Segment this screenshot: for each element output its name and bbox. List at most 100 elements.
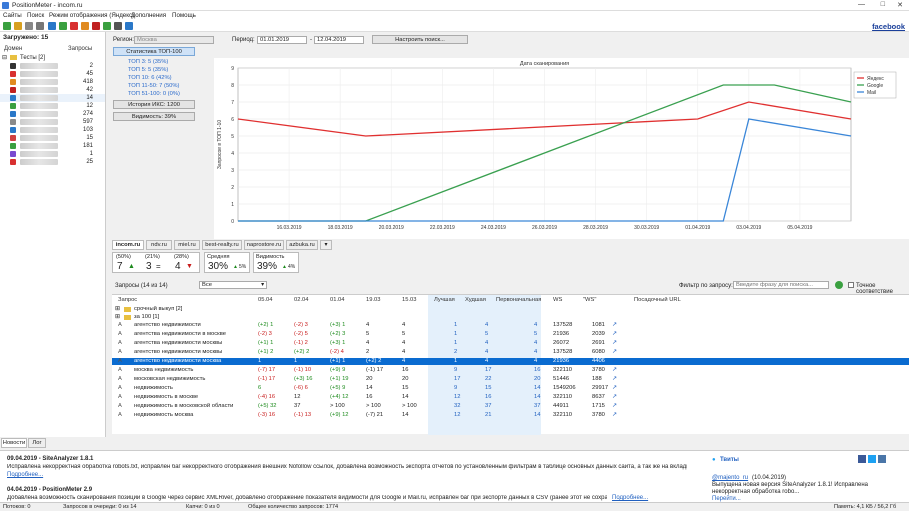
landing-link-icon[interactable]: ↗: [612, 403, 617, 409]
tab-log[interactable]: Лог: [28, 438, 46, 448]
col-ws[interactable]: WS: [553, 297, 563, 303]
refresh-icon[interactable]: [48, 22, 56, 30]
site-row[interactable]: 1: [0, 150, 105, 158]
group-row[interactable]: ⊞ срочный выкуп [2]: [112, 306, 909, 313]
add-site-icon[interactable]: [3, 22, 11, 30]
close-icon[interactable]: ✕: [897, 2, 903, 9]
site-row[interactable]: 2: [0, 62, 105, 70]
landing-link-icon[interactable]: ↗: [612, 367, 617, 373]
tab-miel[interactable]: miel.ru: [174, 240, 200, 250]
query-filter-input[interactable]: [733, 281, 829, 289]
site-row[interactable]: 14: [0, 94, 105, 102]
tweet-handle[interactable]: @majento_ru: [712, 475, 749, 481]
exact-checkbox[interactable]: [848, 282, 854, 288]
tab-naprostore[interactable]: naprostore.ru: [244, 240, 284, 250]
query-filter-select[interactable]: Все ▾: [199, 281, 267, 289]
setup-search-button[interactable]: Настроить поиск...: [372, 35, 468, 44]
site-row[interactable]: 45: [0, 70, 105, 78]
facebook-link[interactable]: facebook: [872, 22, 905, 31]
site-row[interactable]: 103: [0, 126, 105, 134]
twitter-share-icon[interactable]: [868, 455, 876, 463]
tweet-more[interactable]: Перейти...: [712, 496, 741, 502]
google-icon[interactable]: [59, 22, 67, 30]
tab-best-realty[interactable]: best-realty.ru: [202, 240, 242, 250]
tab-ndv[interactable]: ndv.ru: [146, 240, 172, 250]
expand-icon[interactable]: ⊞: [115, 306, 120, 312]
more-tabs-button[interactable]: ▾: [320, 240, 332, 250]
landing-link-icon[interactable]: ↗: [612, 394, 617, 400]
edit-icon[interactable]: [14, 22, 22, 30]
tools-icon[interactable]: [36, 22, 44, 30]
landing-link-icon[interactable]: ↗: [612, 340, 617, 346]
menu-search[interactable]: Поиск: [27, 12, 45, 19]
menu-view-mode[interactable]: Режим отображения (Яндекс): [49, 12, 135, 19]
col-1503[interactable]: 15.03: [402, 297, 417, 303]
settings-icon[interactable]: [114, 22, 122, 30]
site-row[interactable]: 181: [0, 142, 105, 150]
landing-link-icon[interactable]: ↗: [612, 331, 617, 337]
tab-incom[interactable]: incom.ru: [112, 240, 144, 250]
expand-icon[interactable]: ⊟: [2, 55, 8, 61]
site-row[interactable]: 42: [0, 86, 105, 94]
landing-link-icon[interactable]: ↗: [612, 412, 617, 418]
search-go-icon[interactable]: [835, 281, 843, 289]
domain-column-header[interactable]: Домен: [4, 46, 23, 52]
mail-icon[interactable]: [81, 22, 89, 30]
vk-icon[interactable]: [878, 455, 886, 463]
delete-icon[interactable]: [25, 22, 33, 30]
col-0204[interactable]: 02.04: [294, 297, 309, 303]
visibility-button[interactable]: Видимость: 39%: [113, 112, 195, 121]
info-icon[interactable]: [125, 22, 133, 30]
menu-sites[interactable]: Сайты: [3, 12, 22, 19]
site-row[interactable]: 12: [0, 102, 105, 110]
landing-link-icon[interactable]: ↗: [612, 385, 617, 391]
tab-azbuka[interactable]: azbuka.ru: [286, 240, 318, 250]
col-initial[interactable]: Первоначальная: [496, 297, 542, 303]
col-landing-url[interactable]: Посадочный URL: [634, 297, 681, 303]
expand-icon[interactable]: ⊞: [115, 314, 120, 320]
menu-help[interactable]: Помощь: [172, 12, 196, 19]
queries-column-header[interactable]: Запросы: [68, 46, 93, 52]
col-1903[interactable]: 19.03: [366, 297, 381, 303]
yandex-icon[interactable]: [70, 22, 78, 30]
landing-link-icon[interactable]: ↗: [612, 358, 617, 364]
col-worst[interactable]: Худшая: [465, 297, 486, 303]
chart-icon[interactable]: [92, 22, 100, 30]
site-row[interactable]: 418: [0, 78, 105, 86]
col-0104[interactable]: 01.04: [330, 297, 345, 303]
iks-history-button[interactable]: История ИКС: 1200: [113, 100, 195, 109]
site-row[interactable]: 15: [0, 134, 105, 142]
col-best[interactable]: Лучшая: [434, 297, 455, 303]
news-1-more[interactable]: Подробнее...: [7, 472, 44, 478]
maximize-icon[interactable]: □: [880, 1, 885, 8]
group-row[interactable]: ⊞ за 100 [1]: [112, 314, 909, 321]
minimize-icon[interactable]: —: [858, 1, 865, 8]
tweets-title[interactable]: Твиты: [720, 457, 739, 463]
menu-addons[interactable]: Дополнения: [131, 12, 167, 19]
tab-news[interactable]: Новости: [1, 438, 27, 448]
region-select[interactable]: Москва: [134, 36, 214, 44]
top100-stats-button[interactable]: Статистика ТОП-100: [113, 47, 195, 56]
group-row[interactable]: ⊟ Тесты [2]: [0, 54, 105, 62]
landing-link-icon[interactable]: ↗: [612, 376, 617, 382]
date-from-field[interactable]: 01.01.2019: [257, 36, 307, 44]
landing-link-icon[interactable]: ↗: [612, 349, 617, 355]
site-row[interactable]: 597: [0, 118, 105, 126]
col-ws-quoted[interactable]: "WS": [583, 297, 597, 303]
site-row[interactable]: 274: [0, 110, 105, 118]
facebook-icon[interactable]: [858, 455, 866, 463]
date-to-field[interactable]: 12.04.2019: [314, 36, 364, 44]
col-0504[interactable]: 05.04: [258, 297, 273, 303]
news-2-more[interactable]: Подробнее...: [612, 495, 649, 501]
